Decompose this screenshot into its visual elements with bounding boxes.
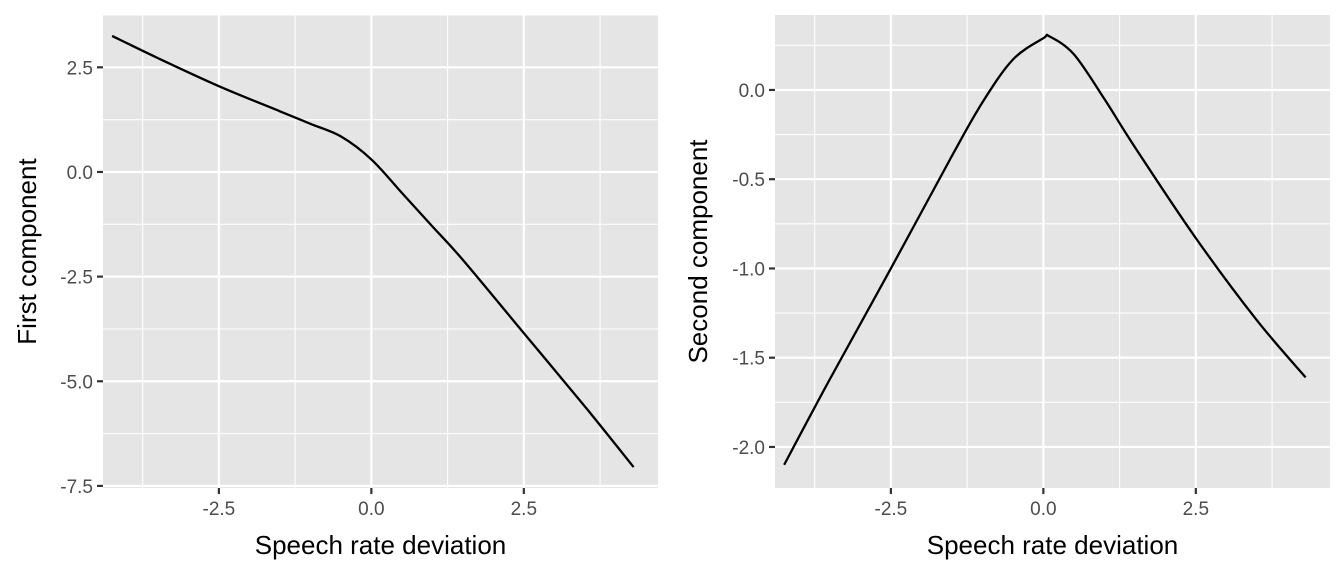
y-tick-label: 0.0 <box>739 81 765 102</box>
y-tick-label: 0.0 <box>67 163 93 184</box>
y-tick-label: -5.0 <box>60 372 93 393</box>
y-tick-label: -7.5 <box>60 477 93 498</box>
series-line <box>783 33 1307 466</box>
y-tick-label: -0.5 <box>732 170 765 191</box>
y-axis-ticks: 2.5 0.0 -2.5 -5.0 -7.5 <box>60 58 103 498</box>
x-tick-label: -2.5 <box>875 499 908 520</box>
y-tick-label: 2.5 <box>67 58 93 79</box>
y-axis-ticks: 0.0 -0.5 -1.0 -1.5 -2.0 <box>732 81 775 459</box>
y-tick-label: -2.0 <box>732 438 765 459</box>
chart-panel-right: -2.5 0.0 2.5 0.0 -0.5 -1.0 -1.5 -2.0 Speech ra… <box>683 15 1330 560</box>
x-tick-label: 0.0 <box>1030 499 1056 520</box>
major-grid <box>775 15 1330 488</box>
x-axis-title: Speech rate deviation <box>255 530 507 560</box>
minor-grid <box>103 14 658 488</box>
plot-background <box>103 15 658 488</box>
x-tick-label: 0.0 <box>358 499 384 520</box>
y-axis-title: First component <box>12 158 42 345</box>
x-axis-ticks: -2.5 0.0 2.5 <box>203 488 537 520</box>
y-tick-label: -1.5 <box>732 349 765 370</box>
minor-grid <box>775 15 1330 488</box>
x-tick-label: 2.5 <box>1183 499 1209 520</box>
y-axis-title: Second component <box>683 139 713 364</box>
plot-background <box>775 15 1330 488</box>
x-axis-ticks: -2.5 0.0 2.5 <box>875 488 1209 520</box>
chart-panel-left: -2.5 0.0 2.5 2.5 0.0 -2.5 -5.0 -7.5 Speech rat… <box>12 14 658 560</box>
series-line <box>111 34 635 468</box>
major-grid <box>103 15 658 488</box>
y-tick-label: -1.0 <box>732 259 765 280</box>
x-tick-label: -2.5 <box>203 499 236 520</box>
x-axis-title: Speech rate deviation <box>927 530 1179 560</box>
y-tick-label: -2.5 <box>60 268 93 289</box>
x-tick-label: 2.5 <box>511 499 537 520</box>
